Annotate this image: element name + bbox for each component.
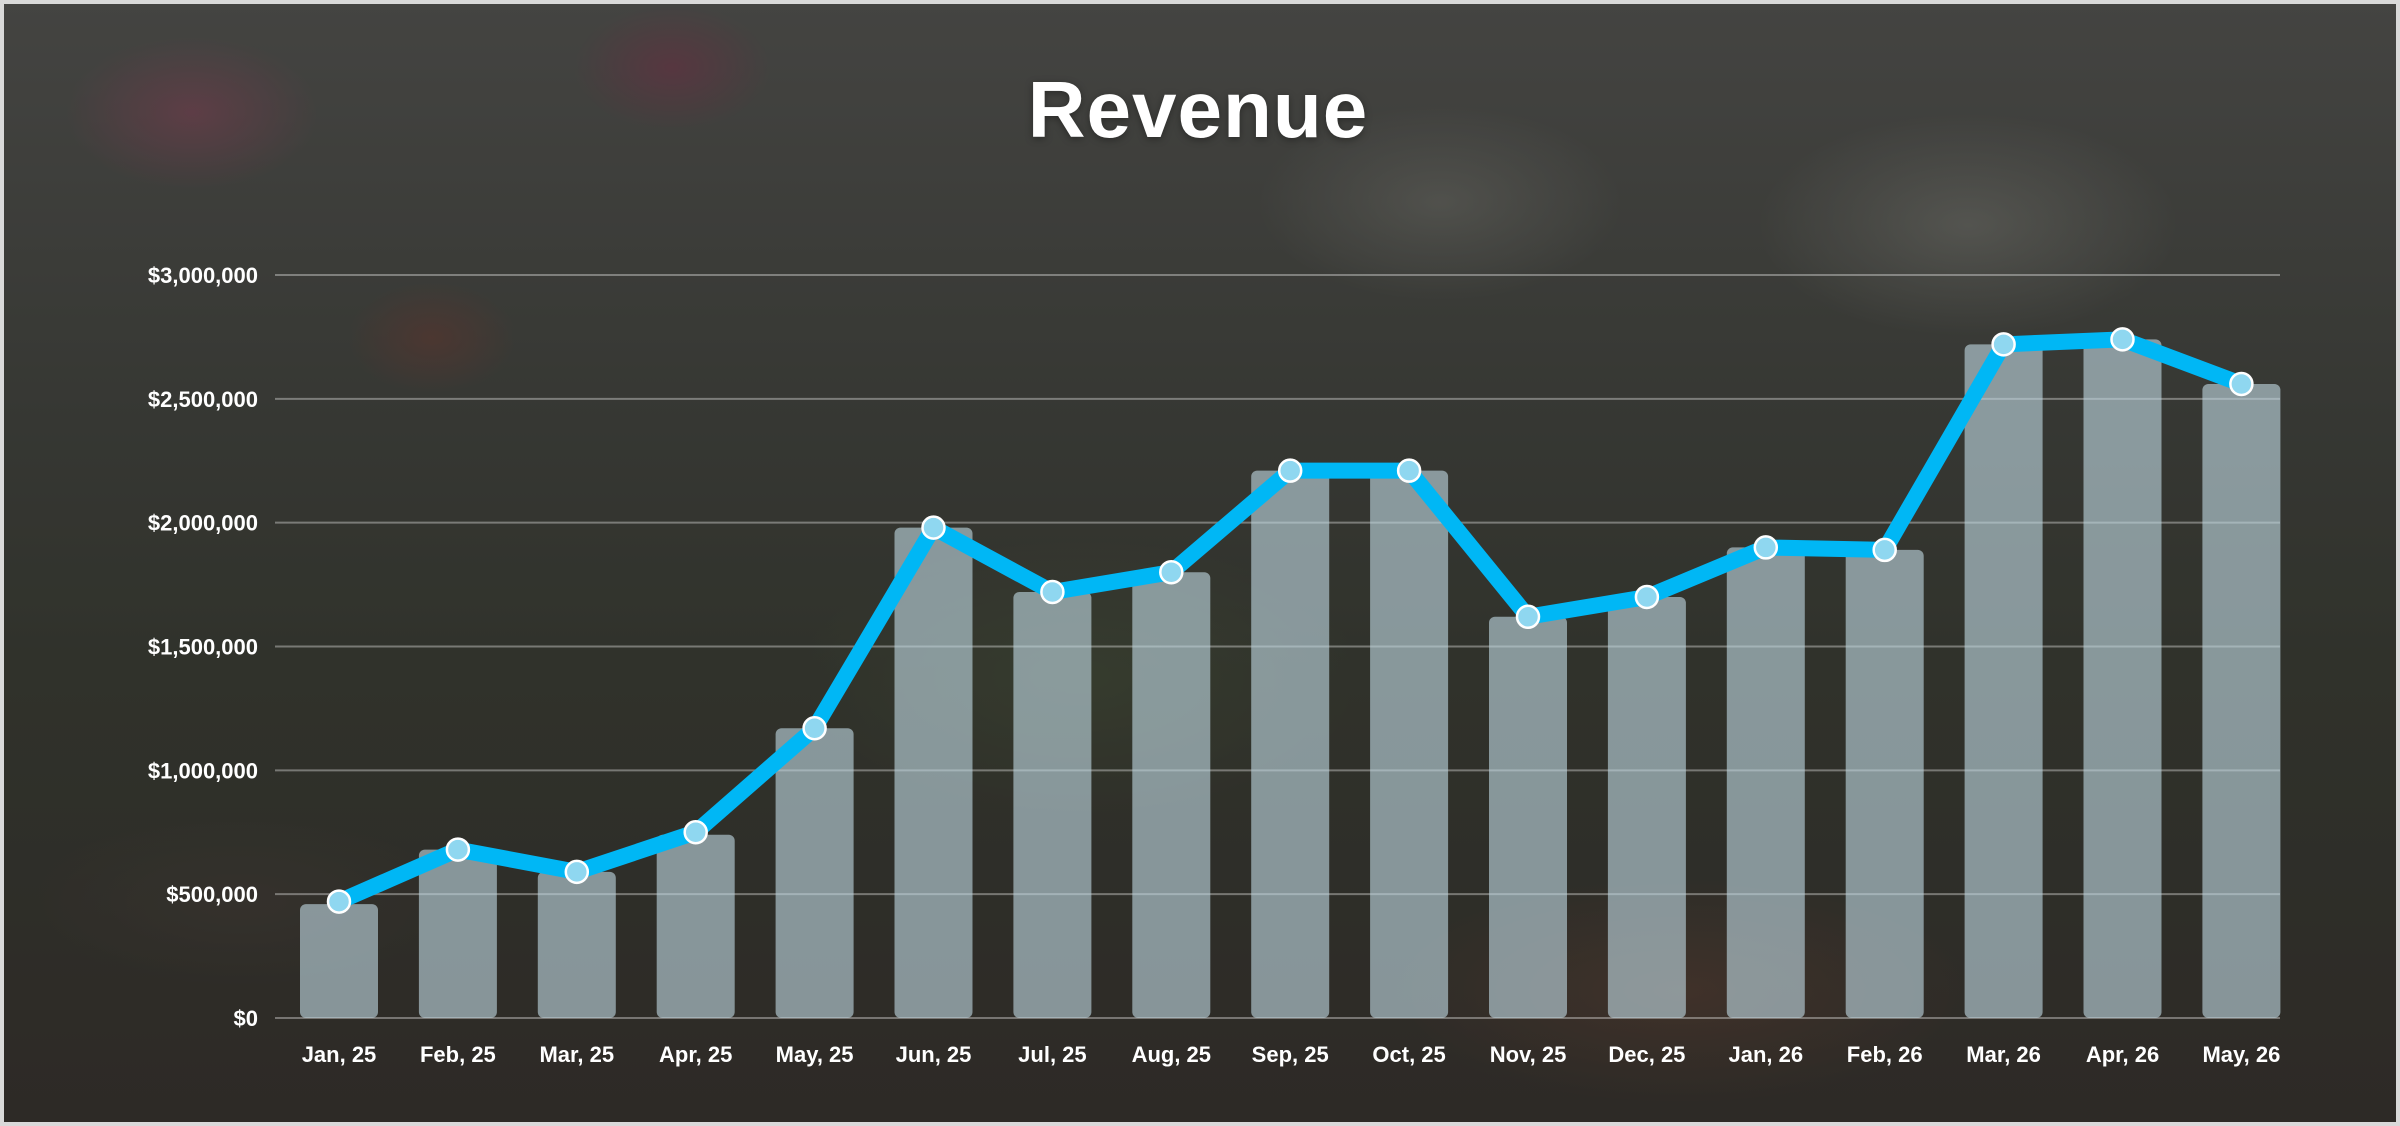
y-tick-label: $2,500,000 bbox=[148, 387, 258, 412]
bar bbox=[2083, 339, 2162, 1019]
bar bbox=[300, 904, 378, 1018]
x-tick-label: Nov, 25 bbox=[1490, 1042, 1567, 1067]
y-tick-label: $0 bbox=[234, 1006, 258, 1031]
x-tick-label: Jan, 25 bbox=[302, 1042, 377, 1067]
x-tick-label: Mar, 25 bbox=[539, 1042, 614, 1067]
x-tick-label: Dec, 25 bbox=[1608, 1042, 1685, 1067]
line-point bbox=[683, 820, 708, 845]
x-tick-label: Aug, 25 bbox=[1132, 1042, 1211, 1067]
line-point bbox=[1040, 579, 1065, 605]
x-tick-label: Feb, 26 bbox=[1847, 1042, 1923, 1067]
x-tick-label: Sep, 25 bbox=[1252, 1042, 1329, 1067]
bar bbox=[1607, 596, 1686, 1018]
label-layer: $0 $500,000 $1,000,000 $1,500,000 $2,000,000… bbox=[148, 263, 2280, 1067]
bar bbox=[1964, 344, 2043, 1018]
bar bbox=[1370, 470, 1449, 1018]
y-tick-label: $1,000,000 bbox=[148, 758, 258, 783]
line-point bbox=[1515, 604, 1541, 630]
line-point bbox=[1753, 535, 1779, 560]
y-tick-label: $500,000 bbox=[166, 882, 258, 907]
bar bbox=[1251, 470, 1330, 1018]
y-tick-label: $2,000,000 bbox=[148, 511, 258, 536]
y-tick-label: $3,000,000 bbox=[148, 263, 258, 288]
bar bbox=[537, 871, 616, 1018]
x-tick-label: Apr, 26 bbox=[2086, 1042, 2159, 1067]
line-point bbox=[1872, 537, 1897, 563]
line-point bbox=[921, 515, 946, 540]
bar bbox=[1845, 549, 1924, 1018]
line-point bbox=[2110, 327, 2135, 352]
bar bbox=[1132, 572, 1211, 1018]
bar-layer bbox=[300, 339, 2281, 1019]
bar bbox=[418, 849, 497, 1018]
x-tick-label: Apr, 25 bbox=[659, 1042, 732, 1067]
line-point bbox=[802, 715, 827, 741]
line-point bbox=[445, 837, 471, 862]
line-point bbox=[1396, 458, 1422, 483]
x-tick-label: May, 26 bbox=[2202, 1042, 2280, 1067]
bar bbox=[1489, 616, 1567, 1018]
x-tick-label: Feb, 25 bbox=[420, 1042, 496, 1067]
chart-title: Revenue bbox=[1027, 65, 1369, 154]
x-tick-label: Mar, 26 bbox=[1966, 1042, 2041, 1067]
x-tick-label: May, 25 bbox=[776, 1042, 854, 1067]
bar bbox=[1726, 547, 1805, 1018]
line-point bbox=[326, 889, 352, 914]
line-point bbox=[1634, 584, 1660, 610]
bar bbox=[775, 728, 854, 1018]
bar bbox=[2202, 383, 2281, 1018]
x-tick-label: Oct, 25 bbox=[1372, 1042, 1445, 1067]
y-tick-label: $1,500,000 bbox=[148, 635, 258, 660]
line-point bbox=[564, 859, 590, 885]
bar bbox=[1013, 592, 1092, 1018]
x-tick-label: Jul, 25 bbox=[1018, 1042, 1086, 1067]
x-tick-label: Jan, 26 bbox=[1728, 1042, 1803, 1067]
line-point bbox=[1159, 559, 1184, 585]
line-point bbox=[1991, 332, 2016, 357]
line-layer bbox=[326, 327, 2254, 914]
line-point bbox=[1277, 458, 1303, 483]
x-tick-label: Jun, 25 bbox=[896, 1042, 972, 1067]
line-point bbox=[2229, 371, 2254, 397]
bar bbox=[894, 527, 973, 1018]
bar bbox=[656, 834, 735, 1018]
